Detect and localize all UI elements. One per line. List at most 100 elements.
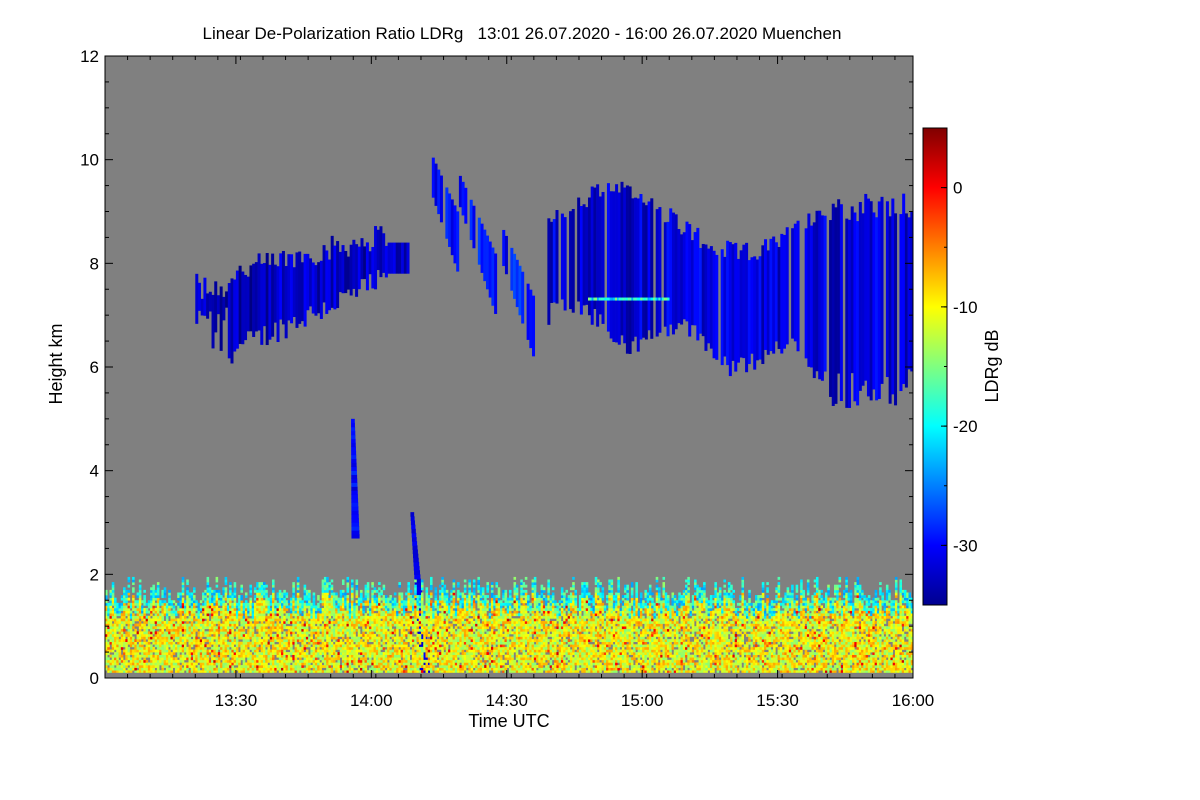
bl-cell	[183, 646, 187, 650]
bl-cell	[222, 628, 225, 632]
bl-cell	[443, 623, 447, 627]
bl-cell	[457, 659, 460, 663]
bl-cell	[152, 649, 155, 653]
bl-cell	[174, 670, 178, 674]
bl-cell	[231, 592, 234, 596]
bl-cell	[114, 618, 117, 622]
bl-cell	[314, 654, 318, 658]
bl-cell	[351, 589, 354, 593]
bl-cell	[459, 667, 462, 671]
bl-cell	[348, 646, 352, 650]
bl-cell	[269, 652, 273, 655]
bl-cell	[269, 636, 273, 640]
bl-cell	[240, 665, 243, 668]
bl-cell	[382, 623, 386, 627]
bl-cell	[436, 631, 440, 635]
bl-cell	[332, 659, 336, 663]
bl-cell	[312, 657, 316, 661]
bl-cell	[310, 636, 313, 640]
bl-cell	[147, 631, 151, 635]
bl-cell	[405, 592, 408, 596]
bl-cell	[321, 600, 325, 604]
bl-cell	[256, 670, 259, 674]
bl-cell	[430, 600, 433, 604]
bl-cell	[468, 600, 471, 604]
bl-cell	[411, 623, 415, 627]
bl-cell	[204, 646, 207, 650]
bl-cell	[272, 618, 275, 622]
bl-cell	[141, 667, 144, 671]
bl-cell	[258, 597, 262, 601]
bl-cell	[380, 602, 383, 606]
bl-cell	[427, 657, 431, 661]
bl-cell	[427, 652, 431, 655]
bl-cell	[138, 644, 142, 648]
bl-cell	[105, 610, 108, 614]
bl-cell	[170, 641, 174, 645]
bl-cell	[120, 608, 124, 611]
bl-cell	[339, 613, 343, 617]
bl-cell	[222, 618, 225, 622]
shaft-cell	[419, 661, 430, 667]
bl-cell	[414, 584, 417, 588]
bl-cell	[186, 639, 189, 643]
bl-cell	[213, 623, 216, 627]
bl-cell	[299, 610, 302, 614]
bl-cell	[265, 584, 268, 588]
bl-cell	[389, 649, 392, 653]
bl-cell	[384, 662, 388, 666]
bl-cell	[326, 587, 329, 591]
bl-cell	[258, 626, 262, 630]
bl-cell	[172, 600, 176, 604]
bl-cell	[439, 662, 442, 666]
bl-cell	[281, 626, 284, 630]
bl-cell	[418, 639, 422, 643]
bl-cell	[217, 639, 221, 643]
bl-cell	[107, 644, 110, 648]
bl-cell	[475, 667, 478, 671]
bl-cell	[226, 659, 230, 663]
bl-cell	[366, 654, 370, 658]
cloud-cell	[197, 282, 201, 311]
bl-cell	[262, 613, 266, 617]
bl-cell	[351, 644, 354, 648]
bl-cell	[161, 618, 164, 622]
bl-cell	[111, 613, 115, 617]
bl-cell	[111, 667, 115, 671]
bl-cell	[179, 644, 183, 648]
bl-cell	[371, 623, 374, 627]
bl-cell	[202, 652, 205, 655]
bl-cell	[283, 662, 286, 666]
bl-cell	[448, 636, 451, 640]
bl-cell	[206, 652, 210, 655]
cloud-cell	[246, 276, 250, 332]
bl-cell	[405, 597, 408, 601]
bl-cell	[197, 665, 201, 668]
bl-cell	[143, 595, 146, 598]
cloud-cell	[360, 238, 364, 280]
bl-cell	[172, 620, 176, 624]
bl-cell	[472, 636, 476, 640]
bl-cell	[319, 618, 322, 622]
streak-cell	[351, 506, 359, 511]
bl-cell	[269, 641, 273, 645]
bl-cell	[217, 646, 221, 650]
bl-cell	[224, 628, 228, 632]
bl-cell	[141, 615, 144, 619]
bl-cell	[391, 602, 395, 606]
bl-cell	[353, 620, 356, 624]
bl-cell	[348, 639, 352, 643]
bl-cell	[272, 633, 275, 637]
bl-cell	[272, 597, 275, 601]
bl-cell	[418, 636, 422, 640]
bl-cell	[159, 654, 162, 658]
bl-cell	[373, 589, 377, 593]
bl-cell	[360, 618, 363, 622]
layer-cell	[643, 297, 647, 301]
bl-cell	[360, 615, 363, 619]
bl-cell	[272, 662, 275, 666]
bl-cell	[360, 654, 363, 658]
bl-cell	[341, 633, 345, 637]
bl-cell	[163, 620, 167, 624]
bl-cell	[393, 618, 397, 622]
